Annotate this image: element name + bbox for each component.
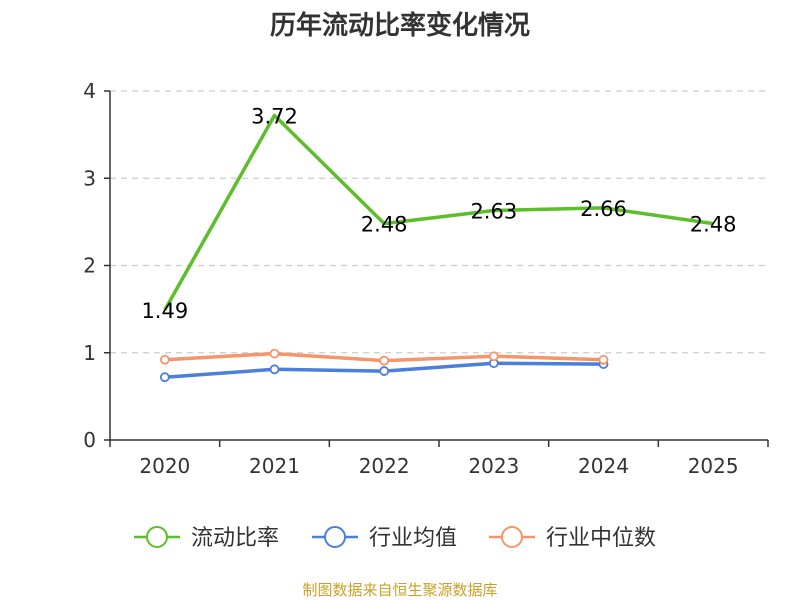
legend-label: 流动比率 <box>191 526 279 551</box>
x-tick-label: 2022 <box>359 454 410 478</box>
y-tick-label: 2 <box>83 254 96 278</box>
data-label: 2.48 <box>361 213 408 237</box>
legend-label: 行业均值 <box>369 526 457 551</box>
series-2-point <box>488 351 499 362</box>
legend-item-1[interactable]: 行业均值 <box>312 526 457 551</box>
x-tick-label: 2023 <box>468 454 519 478</box>
series-1-point <box>379 366 390 376</box>
x-tick-label: 2025 <box>688 454 739 478</box>
series-layer <box>159 113 714 383</box>
data-label: 2.66 <box>580 197 627 221</box>
series-2-point <box>269 348 280 359</box>
x-tick-label: 2024 <box>578 454 629 478</box>
y-tick-label: 1 <box>83 341 96 365</box>
legend-marker <box>501 526 523 548</box>
series-line-0 <box>163 113 714 311</box>
data-label: 1.49 <box>141 299 188 323</box>
chart-title: 历年流动比率变化情况 <box>270 10 530 41</box>
series-2-point <box>159 354 170 365</box>
y-tick-label: 0 <box>83 428 96 452</box>
series-2-point <box>379 355 390 366</box>
source-note: 制图数据来自恒生聚源数据库 <box>302 581 497 599</box>
y-tick-label: 4 <box>83 79 96 103</box>
axis-layer: 0 1 2 3 4 2020 2021 2022 2023 2024 2025 <box>83 79 769 478</box>
data-label: 2.48 <box>690 213 737 237</box>
series-1-point <box>159 372 170 383</box>
data-label: 2.63 <box>470 200 517 224</box>
y-tick-label: 3 <box>83 166 96 190</box>
data-label: 3.72 <box>251 104 298 128</box>
legend[interactable]: 流动比率 行业均值 行业中位数 <box>134 526 656 551</box>
data-label-layer: 1.49 3.72 2.48 2.63 2.66 2.48 <box>141 104 736 323</box>
x-tick-label: 2021 <box>249 454 300 478</box>
grid-layer <box>110 90 768 354</box>
legend-item-2[interactable]: 行业中位数 <box>489 526 656 551</box>
legend-item-0[interactable]: 流动比率 <box>134 526 279 551</box>
series-1-point <box>269 364 280 375</box>
legend-marker <box>324 526 346 548</box>
x-tick-label: 2020 <box>139 454 190 478</box>
legend-label: 行业中位数 <box>546 526 656 551</box>
series-2-point <box>598 354 609 365</box>
legend-marker <box>146 526 168 548</box>
